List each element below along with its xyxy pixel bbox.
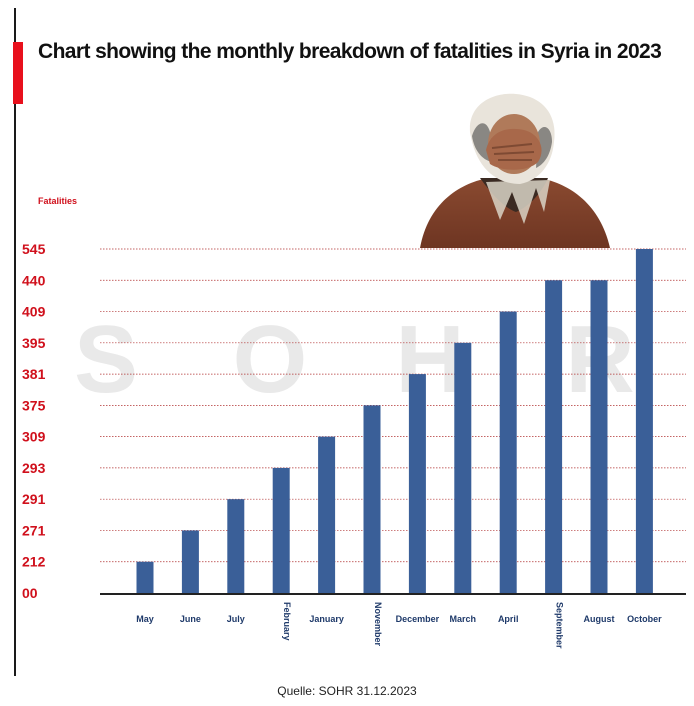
bar [136,561,154,593]
y-tick-label: 375 [22,397,46,413]
chart-frame [14,8,686,676]
y-tick-label: 545 [22,241,46,257]
watermark-letter: O [233,306,308,413]
y-axis-label: Fatalities [38,196,78,206]
bar [318,436,336,593]
bar [272,467,290,593]
y-tick-label: 271 [22,522,46,538]
bar [363,405,381,593]
watermark-letter: H [395,306,464,413]
x-tick-label: October [627,614,662,624]
x-tick-label: March [450,614,477,624]
title-accent-bar [13,42,23,104]
y-tick-label: 395 [22,335,46,351]
bar [590,280,608,593]
x-tick-label: December [396,614,440,624]
y-tick-label: 309 [22,429,46,445]
y-tick-label: 291 [22,491,46,507]
y-tick-label: 212 [22,554,46,570]
bar [227,499,245,593]
y-tick-label: 381 [22,366,46,382]
bar [408,374,426,593]
x-tick-label: November [373,602,383,647]
bar [454,342,472,593]
bar [499,311,517,593]
x-tick-label: April [498,614,519,624]
y-tick-label: 00 [22,585,38,601]
y-tick-label: 409 [22,304,46,320]
bar [635,249,653,593]
bar [545,280,563,593]
source-note: Quelle: SOHR 31.12.2023 [277,684,417,698]
bar [181,530,199,593]
grieving-person-photo [420,93,610,248]
y-tick-label: 440 [22,272,46,288]
x-tick-label: February [282,602,292,641]
x-tick-label: January [309,614,344,624]
x-tick-label: September [555,602,565,649]
x-tick-label: June [180,614,201,624]
chart-title: Chart showing the monthly breakdown of f… [38,40,662,63]
left-border-line [14,8,16,676]
watermark-letter: S [74,306,138,413]
x-tick-label: August [584,614,615,624]
x-tick-label: May [136,614,154,624]
x-tick-label: July [227,614,245,624]
y-tick-label: 293 [22,460,46,476]
